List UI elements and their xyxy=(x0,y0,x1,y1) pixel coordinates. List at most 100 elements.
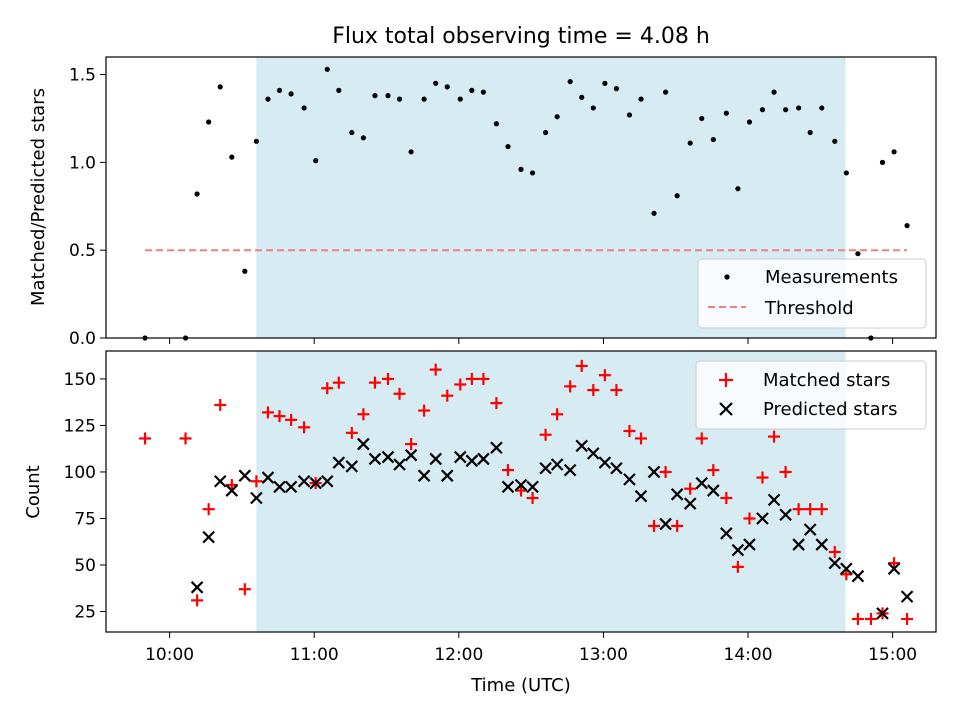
measurement-point xyxy=(879,159,886,165)
measurement-point xyxy=(855,251,861,257)
matched-star-point xyxy=(756,471,769,484)
matched-star-point xyxy=(707,464,720,477)
predicted-star-point xyxy=(368,452,382,466)
top-x-ticks xyxy=(169,338,894,344)
bottom-axes-frame xyxy=(105,350,937,633)
predicted-star-point xyxy=(610,461,623,475)
matched-star-point xyxy=(743,512,756,525)
x-tick-label: 15:00 xyxy=(868,645,917,665)
measurement-point xyxy=(505,143,511,150)
measurement-point xyxy=(385,93,391,99)
measurement-point xyxy=(832,138,838,144)
measurement-point xyxy=(265,96,271,102)
predicted-star-point xyxy=(598,456,612,469)
measurement-point xyxy=(301,105,307,111)
measurement-point xyxy=(229,154,235,160)
predicted-star-point xyxy=(828,556,842,570)
measurement-point xyxy=(579,94,585,100)
matched-star-point xyxy=(321,382,334,395)
x-tick-label: 11:00 xyxy=(290,645,339,665)
predicted-star-point xyxy=(539,461,552,475)
measurement-point xyxy=(723,110,729,116)
predicted-star-point xyxy=(440,469,454,482)
predicted-star-point xyxy=(840,562,853,576)
measurement-point xyxy=(349,129,355,136)
matched-star-point xyxy=(840,568,853,581)
measurement-point xyxy=(217,84,223,90)
predicted-star-point xyxy=(393,458,406,471)
matched-star-point xyxy=(179,432,192,445)
bottom-y-tick-label: 50 xyxy=(74,556,96,576)
matched-star-point xyxy=(551,408,564,421)
matched-star-point xyxy=(815,503,828,516)
matched-star-point xyxy=(381,372,394,385)
legend-measurements-marker xyxy=(724,274,730,280)
bottom-y-ticks: 25 50 75 100 125 150 xyxy=(64,370,106,623)
predicted-star-point xyxy=(767,493,781,507)
matched-star-point xyxy=(477,372,490,385)
measurement-point xyxy=(206,119,212,125)
predicted-star-point xyxy=(683,497,697,510)
measurement-point xyxy=(421,96,427,102)
predicted-star-point xyxy=(623,473,636,486)
legend-predicted-label: Predicted stars xyxy=(763,399,897,420)
predicted-star-point xyxy=(526,480,539,494)
matched-star-point xyxy=(635,432,648,445)
predicted-star-point xyxy=(309,476,322,490)
matched-star-point xyxy=(368,376,381,389)
measurement-point xyxy=(651,210,657,216)
matched-star-point xyxy=(345,426,358,439)
matched-star-point xyxy=(792,503,805,516)
predicted-star-point xyxy=(803,523,817,536)
predicted-star-point xyxy=(202,530,215,544)
measurement-point xyxy=(372,93,378,99)
predicted-star-point xyxy=(670,488,684,501)
measurement-point xyxy=(638,96,644,102)
bottom-y-tick-label: 150 xyxy=(64,370,96,390)
predicted-star-point xyxy=(332,456,346,469)
measurement-point xyxy=(324,66,330,72)
top-panel: 0.0 0.5 1.0 1.5 Matched/Predicted stars Mea… xyxy=(28,56,937,349)
predicted-star-point xyxy=(887,562,901,576)
matched-star-point xyxy=(598,369,611,382)
measurement-point xyxy=(554,114,560,120)
predicted-star-point xyxy=(238,469,252,482)
predicted-star-point xyxy=(779,508,792,522)
matched-star-point xyxy=(202,503,215,516)
predicted-star-point xyxy=(345,460,359,473)
measurement-point xyxy=(457,96,463,102)
matched-star-point xyxy=(357,408,370,421)
x-axis-label: Time (UTC) xyxy=(470,675,571,696)
bottom-panel: 25 50 75 100 125 150 10:00 11:00 12:00 13:00 14:0… xyxy=(23,350,937,696)
bottom-x-ticks: 10:00 11:00 12:00 13:00 14:00 15:00 xyxy=(145,632,917,665)
predicted-star-point xyxy=(815,538,829,551)
predicted-star-point xyxy=(225,484,239,497)
matched-star-point xyxy=(418,404,431,417)
measurement-point xyxy=(735,186,741,192)
measurement-point xyxy=(602,80,608,86)
predicted-star-point xyxy=(707,484,720,497)
matched-star-point xyxy=(731,560,744,573)
predicted-star-point xyxy=(190,581,204,594)
matched-star-point xyxy=(298,421,311,434)
measurement-point xyxy=(276,87,283,93)
matched-star-point xyxy=(851,612,864,625)
x-tick-label: 13:00 xyxy=(579,645,628,665)
predicted-star-point xyxy=(900,590,914,603)
measurement-point xyxy=(360,135,366,141)
matched-star-point xyxy=(671,519,684,532)
x-tick-label: 10:00 xyxy=(145,645,194,665)
matched-star-point xyxy=(695,432,708,445)
measurement-point xyxy=(590,105,596,111)
matched-star-point xyxy=(828,545,841,558)
measurement-point xyxy=(542,129,549,136)
measurement-point xyxy=(796,105,802,111)
top-legend: Measurements Threshold xyxy=(697,258,927,329)
predicted-star-point xyxy=(501,480,515,494)
predicted-star-point xyxy=(876,607,889,620)
measurement-point xyxy=(567,78,573,85)
matched-star-point xyxy=(393,387,406,400)
top-y-tick-label: 0.0 xyxy=(69,329,96,349)
matched-star-point xyxy=(526,492,539,505)
